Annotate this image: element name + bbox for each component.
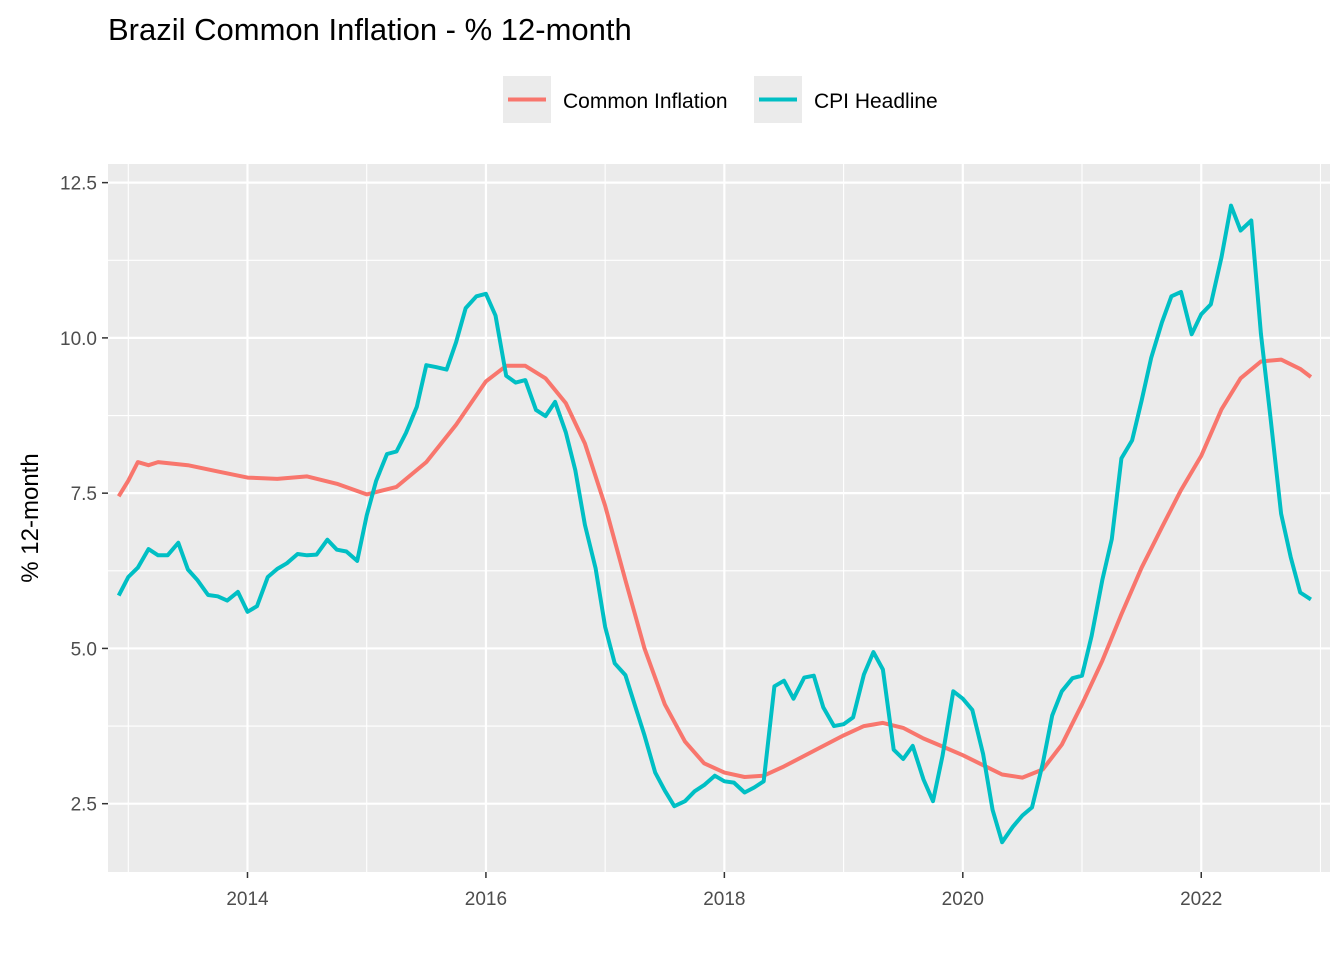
y-tick-label: 12.5 [60,174,97,195]
series-lines [116,203,1313,845]
plot-panel [108,164,1330,872]
legend-label-cpi-headline: CPI Headline [814,90,938,113]
series-line-common-inflation [116,357,1313,780]
y-tick-label: 2.5 [71,795,97,816]
y-tick-label: 10.0 [60,329,97,350]
x-tick-label: 2020 [942,889,984,910]
x-tick-label: 2022 [1180,889,1222,910]
x-tick-label: 2018 [703,889,745,910]
chart-title: Brazil Common Inflation - % 12-month [108,12,632,47]
legend: Common Inflation CPI Headline [503,76,938,123]
legend-label-common-inflation: Common Inflation [563,90,728,113]
x-tick-label: 2016 [465,889,507,910]
y-axis-title: % 12-month [17,453,44,582]
y-tick-label: 5.0 [71,639,97,660]
x-tick-label: 2014 [226,889,269,910]
y-axis: 2.5 5.0 7.5 10.0 12.5 [60,174,108,816]
x-axis: 2014 2016 2018 2020 2022 [226,872,1222,910]
y-tick-label: 7.5 [71,484,97,505]
series-line-cpi-headline [116,203,1312,845]
